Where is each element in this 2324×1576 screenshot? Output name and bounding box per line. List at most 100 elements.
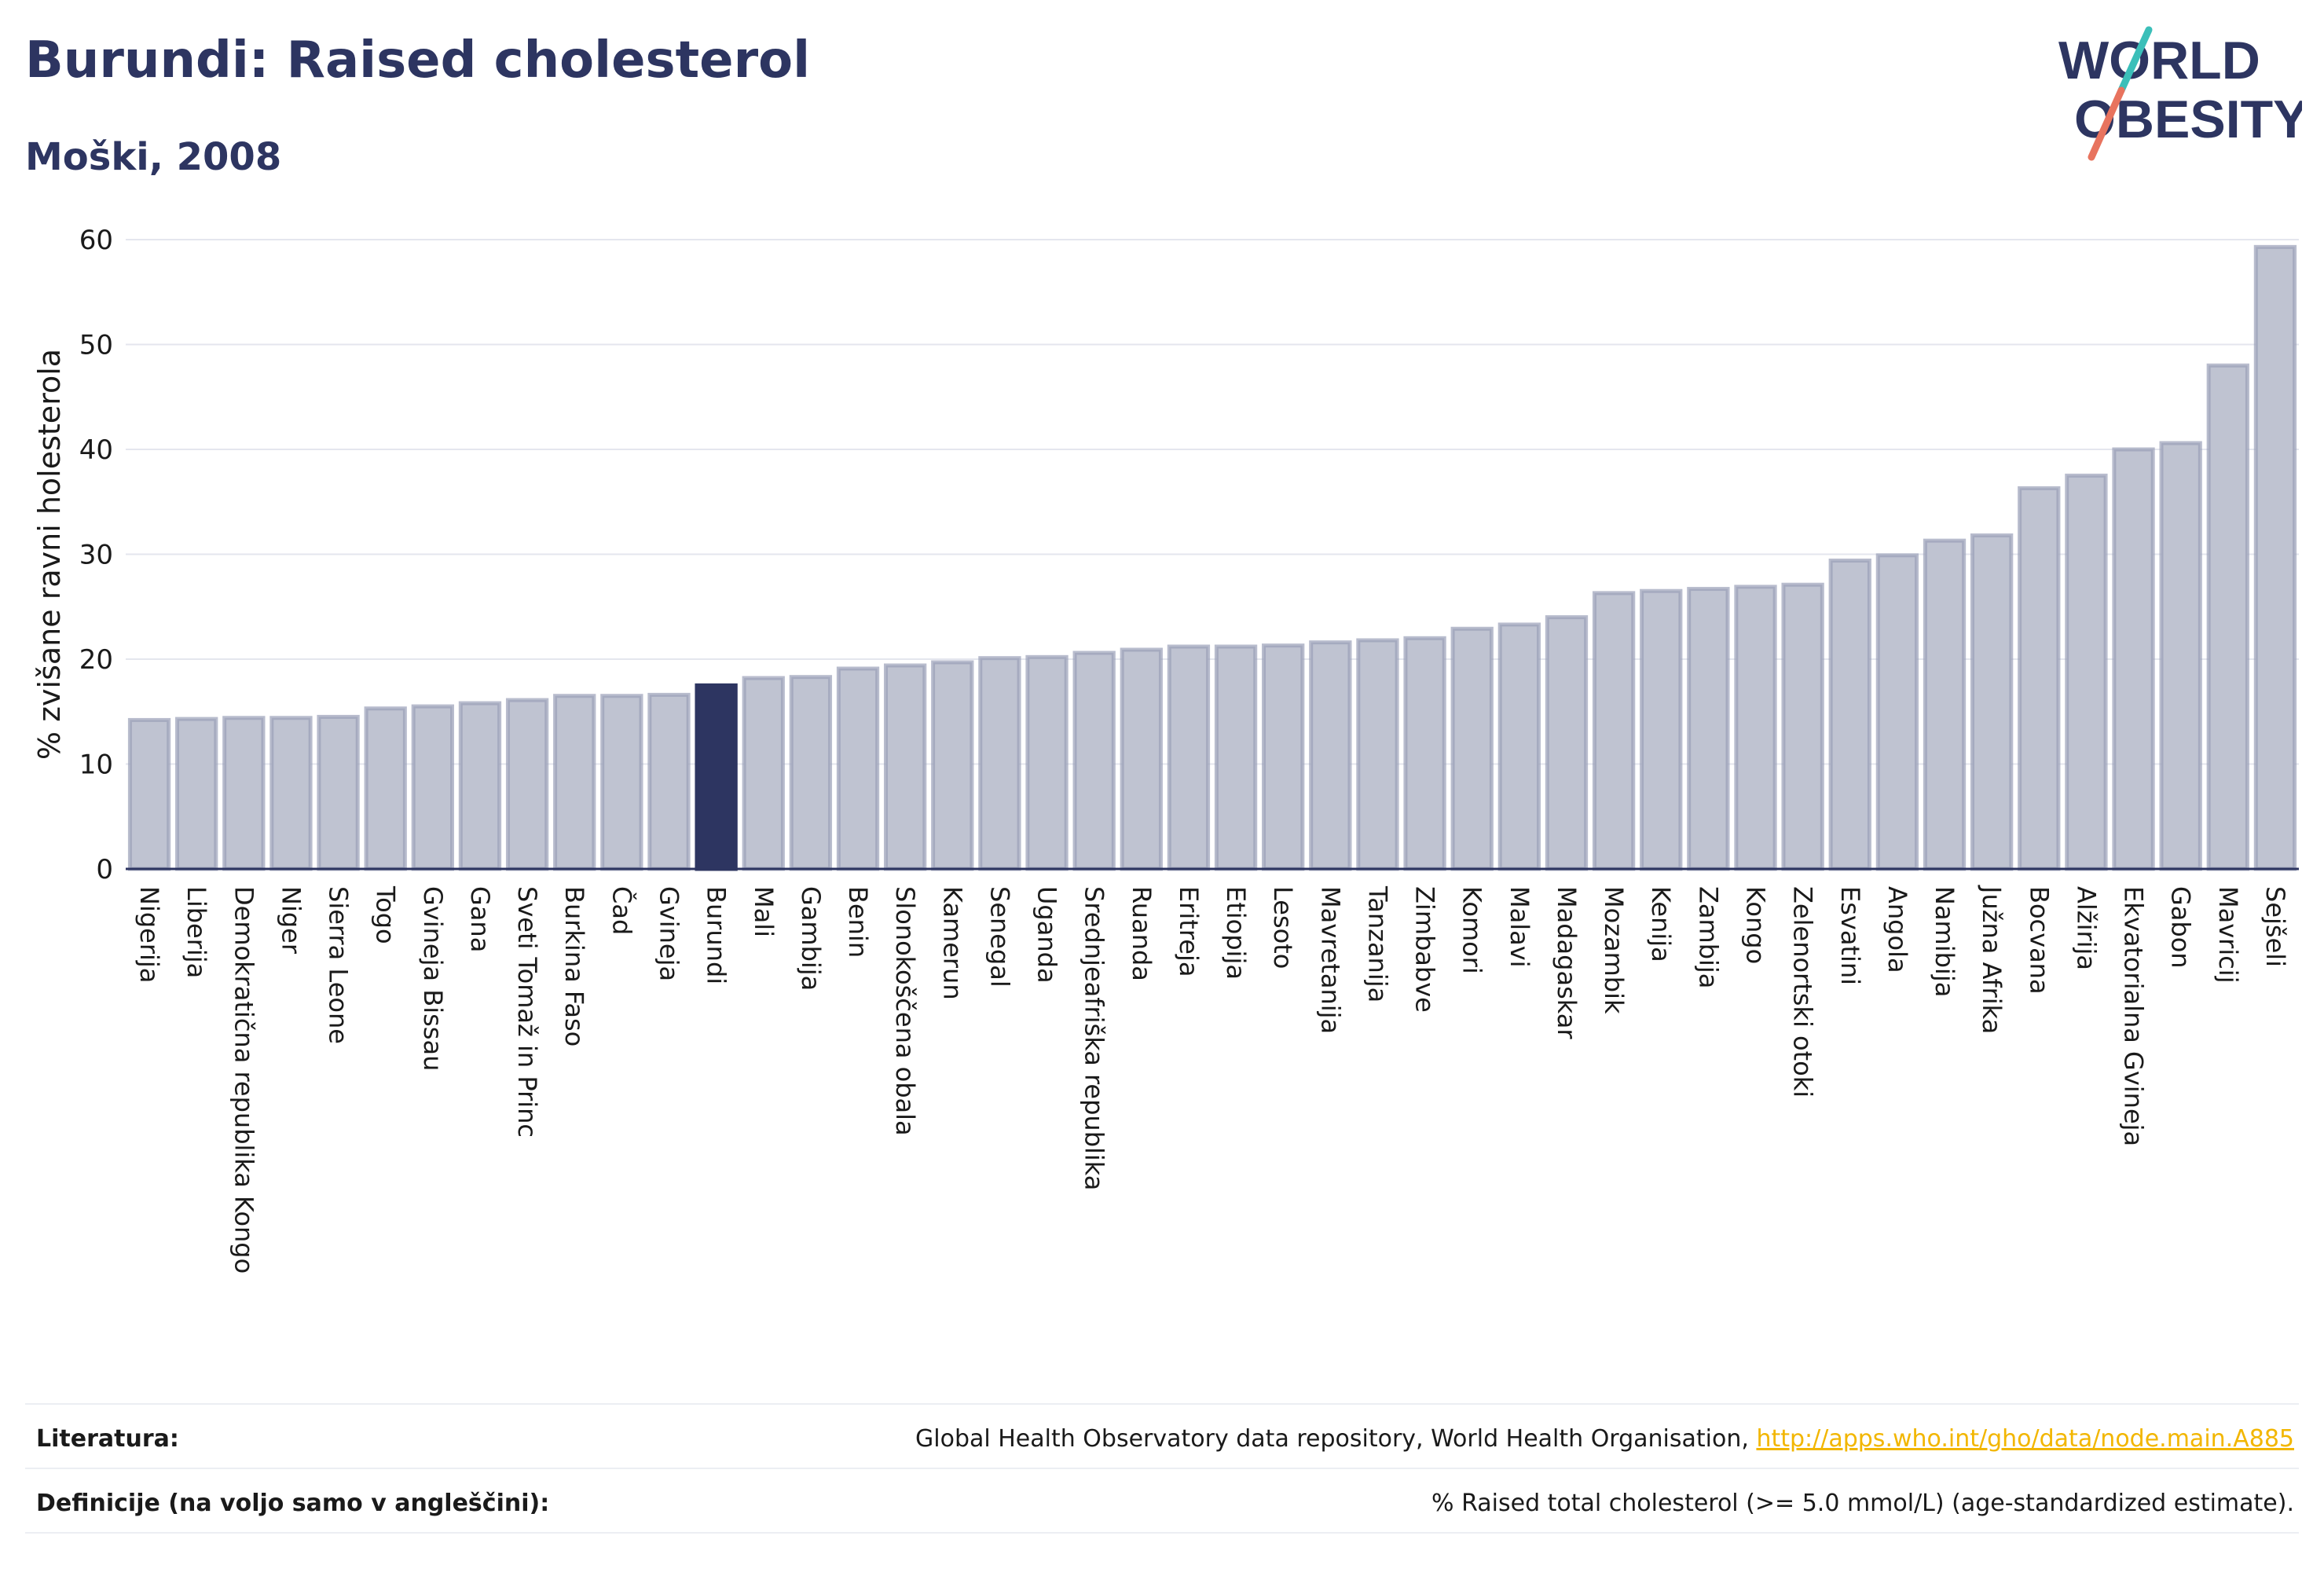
x-tick-label: Čad bbox=[607, 886, 637, 935]
x-tick-label: Etiopija bbox=[1221, 886, 1251, 980]
footer-divider bbox=[25, 1403, 2299, 1405]
bar bbox=[222, 716, 266, 871]
x-tick-label: Zimbabve bbox=[1410, 886, 1440, 1013]
bar bbox=[1072, 651, 1116, 871]
x-tick-label: Alžirija bbox=[2071, 886, 2101, 970]
x-tick-label: Nigerija bbox=[134, 886, 164, 983]
x-tick-label: Gvineja Bissau bbox=[418, 886, 448, 1071]
bar bbox=[1687, 587, 1730, 871]
x-tick-label: Slonokoščena obala bbox=[890, 886, 920, 1136]
x-tick-label: Burkina Faso bbox=[559, 886, 589, 1046]
x-tick-label: Gvineja bbox=[654, 886, 684, 981]
x-tick-label: Zambija bbox=[1693, 886, 1723, 988]
bar bbox=[1923, 538, 1967, 871]
bar-chart: 0 10 20 30 40 50 60 % zvišane ravni holesterola… bbox=[32, 225, 2299, 1274]
bar bbox=[931, 660, 974, 871]
y-axis-label: % zvišane ravni holesterola bbox=[32, 349, 67, 760]
bar bbox=[553, 694, 596, 871]
x-tick-label: Esvatini bbox=[1835, 886, 1865, 985]
x-tick-label: Liberija bbox=[181, 886, 211, 978]
x-tick-label: Mavricij bbox=[2213, 886, 2243, 984]
bar bbox=[647, 692, 691, 871]
x-tick-label: Gabon bbox=[2166, 886, 2196, 969]
bar bbox=[411, 704, 455, 871]
x-tick-label: Tanzanija bbox=[1362, 885, 1392, 1002]
bar bbox=[695, 683, 738, 871]
page-subtitle: Moški, 2008 bbox=[25, 135, 282, 179]
sources-value: Global Health Observatory data repositor… bbox=[915, 1425, 2294, 1453]
bar bbox=[1592, 591, 1636, 871]
bar bbox=[2159, 441, 2202, 871]
x-tick-label: Uganda bbox=[1032, 886, 1062, 984]
y-tick-label: 40 bbox=[79, 434, 113, 466]
bar bbox=[1875, 553, 1919, 871]
bar bbox=[1734, 585, 1777, 871]
page-title: Burundi: Raised cholesterol bbox=[25, 31, 811, 90]
bar bbox=[978, 656, 1021, 871]
y-tick-label: 0 bbox=[96, 854, 113, 885]
bar bbox=[1640, 588, 1683, 871]
x-tick-label: Benin bbox=[843, 886, 873, 958]
bar bbox=[2206, 363, 2249, 871]
x-tick-label: Namibija bbox=[1930, 886, 1959, 997]
x-tick-label: Srednjeafriška republika bbox=[1080, 886, 1109, 1190]
x-tick-label: Senegal bbox=[984, 886, 1014, 988]
y-tick-label: 60 bbox=[79, 225, 113, 256]
bar bbox=[742, 676, 785, 871]
x-tick-label: Kamerun bbox=[937, 886, 967, 1000]
bar bbox=[1167, 644, 1211, 871]
sources-label: Literatura: bbox=[36, 1425, 179, 1453]
x-tick-label: Malavi bbox=[1505, 886, 1534, 968]
bar bbox=[127, 717, 171, 871]
bar bbox=[1450, 626, 1494, 871]
x-tick-label: Kongo bbox=[1741, 886, 1771, 964]
x-tick-label: Mozambik bbox=[1599, 886, 1629, 1014]
bar bbox=[1828, 559, 1871, 871]
x-tick-label: Niger bbox=[276, 886, 306, 955]
bar bbox=[1356, 638, 1399, 871]
definitions-value: % Raised total cholesterol (>= 5.0 mmol/… bbox=[1431, 1490, 2294, 1517]
bar bbox=[789, 675, 833, 871]
y-tick-label: 10 bbox=[79, 750, 113, 781]
x-tick-label: Sejšeli bbox=[2260, 886, 2290, 967]
x-tick-label: Mali bbox=[749, 886, 779, 937]
bar bbox=[2253, 244, 2297, 871]
bar bbox=[1545, 615, 1589, 871]
footer-divider bbox=[25, 1532, 2299, 1534]
x-tick-label: Komori bbox=[1457, 886, 1487, 974]
bar bbox=[269, 716, 313, 871]
x-tick-label: Togo bbox=[371, 885, 401, 944]
bar bbox=[1025, 654, 1069, 871]
x-tick-label: Kenija bbox=[1646, 886, 1676, 962]
bar bbox=[1970, 533, 2014, 871]
bar bbox=[1120, 647, 1163, 871]
logo-slash-bottom bbox=[2088, 86, 2125, 161]
x-tick-label: Južna Afrika bbox=[1977, 885, 2007, 1034]
y-tick-label: 50 bbox=[79, 330, 113, 361]
x-tick-label: Sveti Tomaž in Princ bbox=[512, 886, 542, 1138]
x-tick-label: Ekvatorialna Gvineja bbox=[2119, 886, 2149, 1146]
bar bbox=[505, 698, 549, 871]
x-tick-label: Madagaskar bbox=[1552, 886, 1582, 1039]
y-tick-label: 20 bbox=[79, 644, 113, 676]
definitions-label: Definicije (na voljo samo v angleščini): bbox=[36, 1490, 550, 1517]
y-tick-label: 30 bbox=[79, 540, 113, 571]
bar bbox=[1403, 636, 1446, 871]
bar bbox=[1497, 622, 1541, 871]
sources-text: Global Health Observatory data repositor… bbox=[915, 1425, 1757, 1453]
logo-slash-top bbox=[2117, 26, 2153, 94]
footer-divider bbox=[25, 1468, 2299, 1469]
x-tick-label: Ruanda bbox=[1127, 886, 1157, 981]
bar bbox=[2065, 473, 2108, 871]
sources-link[interactable]: http://apps.who.int/gho/data/node.main.A… bbox=[1756, 1425, 2294, 1453]
x-tick-label: Lesoto bbox=[1268, 886, 1298, 969]
bar bbox=[600, 694, 643, 871]
x-tick-label: Zelenortski otoki bbox=[1788, 886, 1818, 1098]
bar bbox=[364, 706, 407, 871]
bar bbox=[1309, 640, 1352, 871]
x-tick-label: Angola bbox=[1882, 886, 1912, 973]
bar bbox=[175, 717, 218, 871]
bar bbox=[2018, 486, 2061, 871]
bar bbox=[883, 663, 927, 871]
logo-line1: WORLD bbox=[2058, 31, 2260, 90]
